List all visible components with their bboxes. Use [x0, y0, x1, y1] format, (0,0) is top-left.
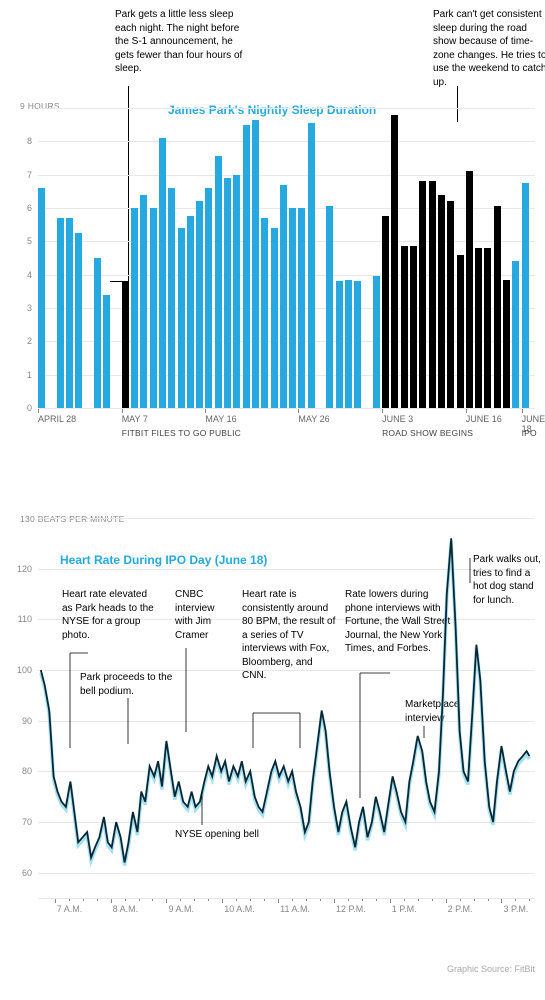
line-y-tick-label: 80 — [10, 766, 32, 776]
sleep-bar — [205, 188, 212, 408]
sleep-bar — [503, 280, 510, 408]
sleep-bar — [522, 183, 529, 408]
heart-rate-line — [41, 538, 530, 862]
line-x-tick-label: 7 A.M. — [57, 904, 83, 914]
line-x-tick-label: 2 P.M. — [448, 904, 473, 914]
sleep-bar — [94, 258, 101, 408]
bar-y-tick-label: 8 — [10, 136, 32, 146]
sleep-bar — [233, 175, 240, 408]
sleep-bar — [298, 208, 305, 408]
sleep-bar — [336, 281, 343, 408]
sleep-bar — [419, 181, 426, 408]
bar-y-tick-label: 7 — [10, 170, 32, 180]
sleep-bar — [484, 248, 491, 408]
sleep-bar — [159, 138, 166, 408]
sleep-bar — [345, 280, 352, 408]
sleep-bar — [326, 206, 333, 408]
sleep-bar — [122, 281, 129, 408]
line-y-tick-label: 100 — [10, 665, 32, 675]
bar-y-tick-label: 2 — [10, 336, 32, 346]
sleep-bar — [187, 216, 194, 408]
sleep-bar — [280, 185, 287, 408]
sleep-bar — [140, 195, 147, 408]
bar-x-sublabel: FITBIT FILES TO GO PUBLIC — [122, 428, 241, 438]
bar-y-tick-label: 4 — [10, 270, 32, 280]
bar-x-tick-label: MAY 26 — [298, 414, 329, 424]
sleep-bar — [224, 178, 231, 408]
line-y-tick-label: 120 — [10, 564, 32, 574]
sleep-bar — [512, 261, 519, 408]
sleep-bar — [391, 115, 398, 408]
line-x-tick-label: 12 P.M. — [336, 904, 366, 914]
bar-y-tick-label: 0 — [10, 403, 32, 413]
line-plot-area — [38, 518, 535, 898]
sleep-bar — [215, 156, 222, 408]
sleep-bar — [429, 181, 436, 408]
sleep-bar-chart: Park gets a little less sleep each night… — [10, 8, 535, 468]
bar-x-sublabel: ROAD SHOW BEGINS — [382, 428, 473, 438]
sleep-bar — [168, 188, 175, 408]
line-x-tick-label: 3 P.M. — [503, 904, 528, 914]
heart-rate-line-chart: 130 BEATS PER MINUTE 60708090100110120 H… — [10, 498, 535, 958]
sleep-bar — [103, 295, 110, 408]
bar-annot-roadshow: Park can't get consistent sleep during t… — [433, 8, 545, 89]
bar-x-tick-label: MAY 7 — [122, 414, 148, 424]
bar-plot-area — [38, 108, 535, 408]
line-x-tick-label: 8 A.M. — [113, 904, 139, 914]
sleep-bar — [382, 216, 389, 408]
bar-y-tick-label: 6 — [10, 203, 32, 213]
sleep-bar — [196, 201, 203, 408]
sleep-bar — [494, 206, 501, 408]
line-y-tick-label: 60 — [10, 868, 32, 878]
bar-x-tick-label: JUNE 3 — [382, 414, 413, 424]
sleep-bar — [410, 246, 417, 408]
sleep-bar — [178, 228, 185, 408]
sleep-bar — [243, 125, 250, 408]
bar-x-tick-label: MAY 16 — [205, 414, 236, 424]
sleep-bar — [57, 218, 64, 408]
line-y-tick-label: 70 — [10, 817, 32, 827]
sleep-bar — [131, 208, 138, 408]
sleep-bar — [289, 208, 296, 408]
line-x-tick-label: 11 A.M. — [280, 904, 310, 914]
bar-x-tick-label: APRIL 28 — [38, 414, 76, 424]
sleep-bar — [354, 281, 361, 408]
line-x-tick-label: 10 A.M. — [224, 904, 255, 914]
sleep-bar — [38, 188, 45, 408]
sleep-bar — [150, 208, 157, 408]
sleep-bar — [75, 233, 82, 408]
bar-x-tick-label: JUNE 16 — [466, 414, 502, 424]
sleep-bar — [271, 228, 278, 408]
bar-y-tick-label: 1 — [10, 370, 32, 380]
sleep-bar — [438, 195, 445, 408]
line-y-tick-label: 110 — [10, 614, 32, 624]
line-y-tick-label: 90 — [10, 716, 32, 726]
sleep-bar — [252, 120, 259, 408]
sleep-bar — [308, 123, 315, 408]
bar-y-tick-label: 3 — [10, 303, 32, 313]
bar-annot-s1: Park gets a little less sleep each night… — [115, 8, 250, 76]
bar-y-tick-label: 5 — [10, 236, 32, 246]
bar-x-tick-label: JUNE — [522, 414, 545, 424]
sleep-bar — [447, 201, 454, 408]
sleep-bar — [373, 276, 380, 408]
graphic-credit: Graphic Source: FitBit — [10, 964, 535, 974]
gridline — [38, 408, 535, 409]
sleep-bar — [261, 218, 268, 408]
bar-x-sublabel: IPO — [522, 428, 537, 438]
sleep-bar — [466, 171, 473, 408]
sleep-bar — [66, 218, 73, 408]
sleep-bar — [475, 248, 482, 408]
line-x-tick-label: 9 A.M. — [168, 904, 194, 914]
sleep-bar — [457, 255, 464, 408]
sleep-bar — [401, 246, 408, 408]
line-x-tick-label: 1 P.M. — [392, 904, 417, 914]
